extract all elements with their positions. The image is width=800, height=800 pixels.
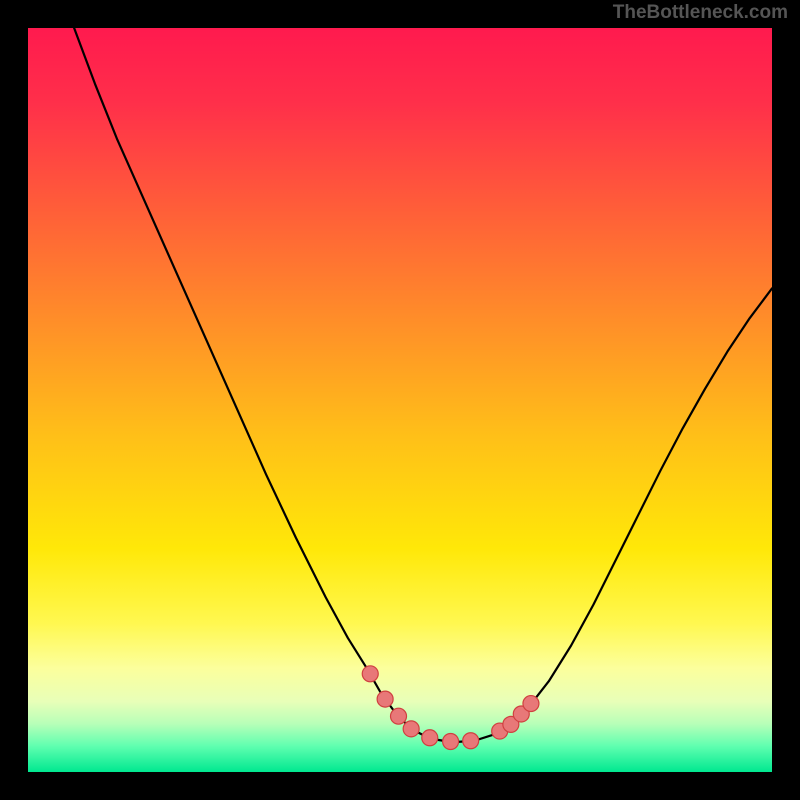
chart-container: TheBottleneck.com [0, 0, 800, 800]
data-marker [523, 696, 539, 712]
plot-area [28, 28, 772, 772]
curve-layer [28, 28, 772, 772]
data-marker [443, 733, 459, 749]
watermark-text: TheBottleneck.com [613, 2, 788, 24]
data-marker [362, 666, 378, 682]
data-marker [391, 708, 407, 724]
bottleneck-curve [74, 28, 772, 742]
data-marker [463, 733, 479, 749]
data-marker [422, 730, 438, 746]
data-marker [403, 721, 419, 737]
marker-group [362, 666, 539, 750]
data-marker [377, 691, 393, 707]
